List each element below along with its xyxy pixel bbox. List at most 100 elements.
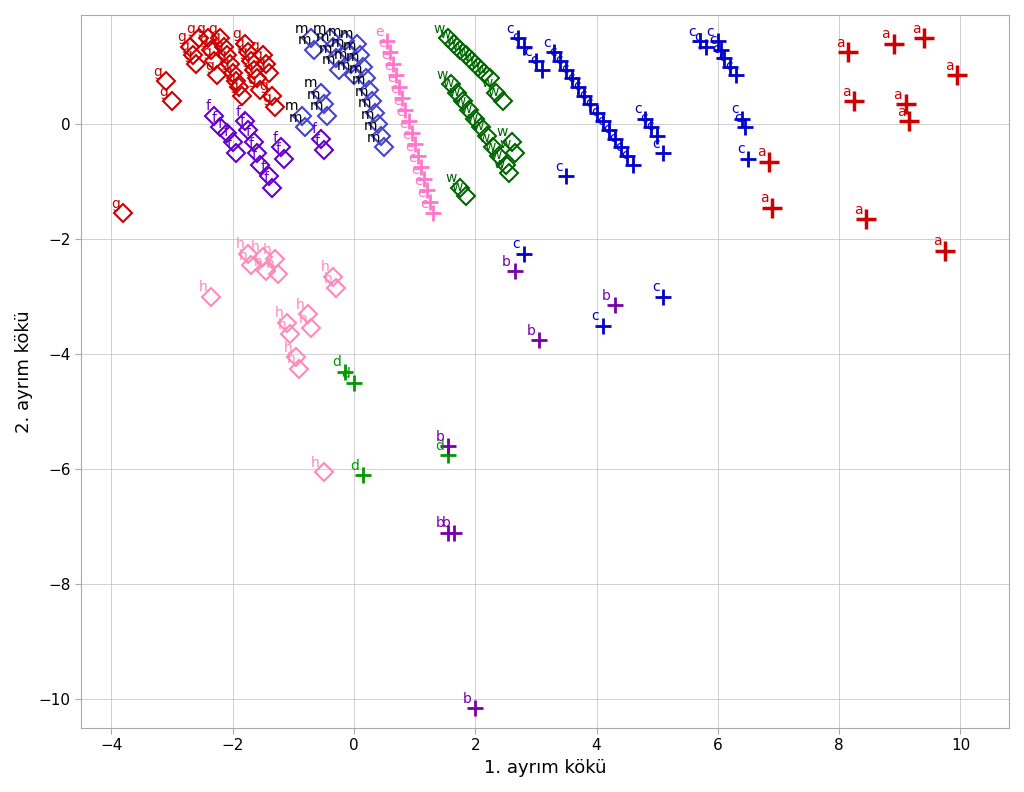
Text: f: f: [237, 105, 241, 119]
Text: c: c: [597, 114, 605, 128]
Text: a: a: [760, 192, 769, 205]
Text: f: f: [260, 160, 265, 173]
Text: w: w: [490, 148, 502, 162]
Text: c: c: [640, 111, 647, 125]
Text: h: h: [263, 243, 271, 257]
Text: h: h: [296, 298, 305, 312]
Text: g: g: [262, 91, 271, 105]
Text: w: w: [494, 157, 505, 171]
Text: m: m: [355, 85, 369, 99]
Text: w: w: [439, 28, 451, 41]
Text: w: w: [433, 21, 444, 36]
Text: c: c: [555, 160, 562, 173]
Text: w: w: [455, 93, 466, 108]
Text: b: b: [502, 254, 511, 268]
Text: e: e: [393, 93, 401, 108]
Text: w: w: [487, 85, 499, 99]
Text: h: h: [274, 307, 284, 320]
Text: e: e: [409, 151, 417, 165]
Text: m: m: [334, 48, 347, 62]
Text: c: c: [634, 102, 641, 116]
X-axis label: 1. ayrım kökü: 1. ayrım kökü: [483, 759, 606, 777]
Text: c: c: [734, 111, 741, 125]
Text: b: b: [441, 516, 451, 530]
Text: h: h: [254, 254, 262, 268]
Text: m: m: [349, 62, 362, 76]
Text: m: m: [286, 99, 299, 113]
Text: e: e: [381, 48, 390, 62]
Text: h: h: [251, 240, 259, 254]
Text: c: c: [603, 122, 611, 136]
Text: f: f: [212, 111, 217, 125]
Text: h: h: [265, 257, 274, 272]
Text: m: m: [343, 39, 356, 53]
Text: g: g: [183, 48, 193, 62]
Text: m: m: [368, 131, 381, 145]
Text: h: h: [321, 261, 329, 274]
Text: w: w: [449, 85, 460, 99]
Text: g: g: [208, 21, 217, 36]
Text: e: e: [402, 128, 411, 142]
Text: c: c: [737, 143, 744, 157]
Text: g: g: [232, 28, 241, 41]
Text: c: c: [580, 88, 587, 102]
Text: h: h: [278, 318, 287, 332]
Text: m: m: [294, 21, 308, 36]
Text: c: c: [524, 44, 532, 59]
Text: b: b: [435, 516, 444, 530]
Text: d: d: [350, 459, 359, 473]
Text: e: e: [378, 36, 387, 50]
Text: c: c: [512, 238, 520, 251]
Text: d: d: [435, 439, 444, 452]
Text: g: g: [259, 79, 268, 93]
Text: g: g: [205, 59, 214, 73]
Text: w: w: [481, 76, 493, 90]
Text: c: c: [710, 33, 717, 48]
Text: g: g: [242, 53, 250, 67]
Text: e: e: [406, 139, 414, 154]
Text: c: c: [713, 42, 720, 55]
Text: e: e: [384, 59, 393, 73]
Text: g: g: [236, 36, 244, 50]
Text: h: h: [324, 272, 332, 286]
Text: m: m: [322, 53, 335, 67]
Text: b: b: [526, 324, 536, 337]
Text: g: g: [154, 65, 162, 79]
Text: g: g: [186, 21, 196, 36]
Text: f: f: [275, 143, 281, 157]
Text: b: b: [602, 289, 611, 303]
Text: g: g: [214, 39, 223, 53]
Text: f: f: [224, 125, 229, 139]
Text: f: f: [245, 125, 250, 139]
Text: m: m: [306, 88, 319, 102]
Y-axis label: 2. ayrım kökü: 2. ayrım kökü: [15, 310, 33, 432]
Text: f: f: [248, 137, 253, 150]
Text: c: c: [561, 62, 568, 76]
Text: m: m: [328, 25, 341, 39]
Text: h: h: [199, 280, 208, 295]
Text: c: c: [719, 51, 726, 64]
Text: c: c: [567, 70, 574, 85]
Text: f: f: [227, 137, 232, 150]
Text: a: a: [882, 28, 890, 41]
Text: w: w: [469, 56, 480, 70]
Text: w: w: [436, 67, 447, 82]
Text: m: m: [318, 42, 332, 55]
Text: f: f: [251, 148, 256, 162]
Text: g: g: [196, 21, 205, 36]
Text: m: m: [352, 74, 366, 87]
Text: w: w: [457, 44, 469, 59]
Text: f: f: [218, 116, 223, 131]
Text: m: m: [365, 120, 378, 134]
Text: g: g: [229, 79, 238, 93]
Text: h: h: [299, 312, 308, 326]
Text: m: m: [361, 108, 375, 122]
Text: c: c: [586, 97, 593, 110]
Text: f: f: [206, 99, 211, 113]
Text: g: g: [177, 30, 186, 44]
Text: c: c: [549, 44, 556, 59]
Text: m: m: [358, 97, 372, 110]
Text: h: h: [236, 238, 244, 251]
Text: m: m: [289, 111, 302, 125]
Text: a: a: [897, 105, 905, 119]
